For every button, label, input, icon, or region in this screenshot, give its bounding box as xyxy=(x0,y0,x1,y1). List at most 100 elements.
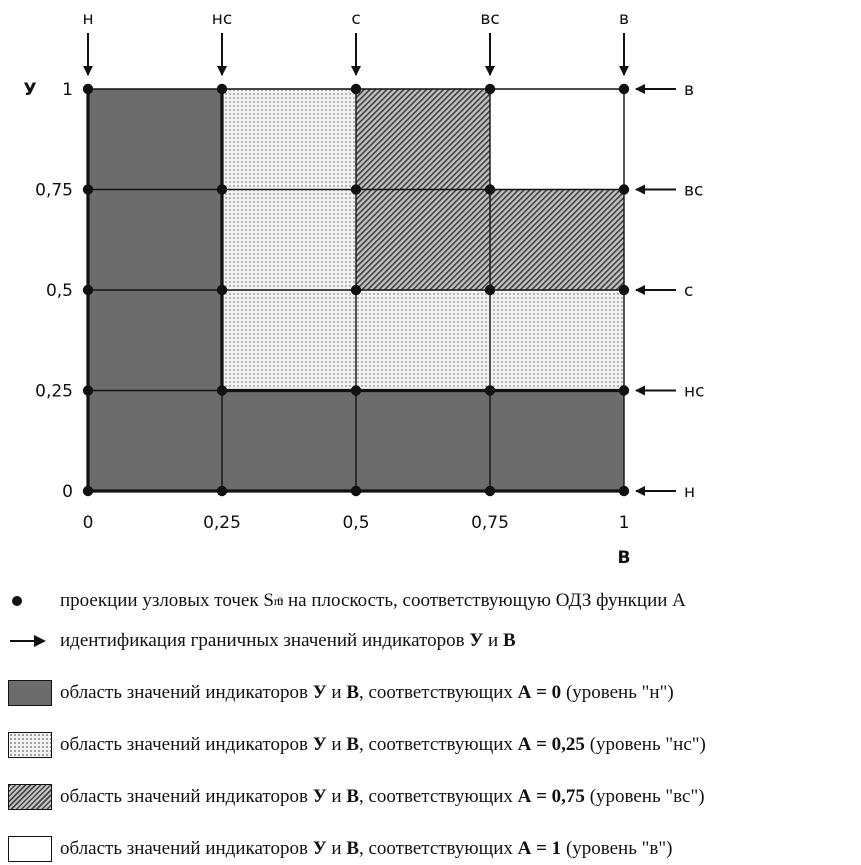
legend-row-pre: область значений индикаторов xyxy=(60,734,308,755)
right-level-label: вс xyxy=(684,181,703,201)
legend-row-and: и xyxy=(331,734,342,755)
cell-level-vs xyxy=(356,89,490,190)
node-point xyxy=(350,83,362,95)
legend-row-u: У xyxy=(312,786,327,807)
x-axis-title: В xyxy=(618,548,631,568)
cell-level-ns xyxy=(356,290,490,391)
node-point xyxy=(82,83,94,95)
cell-level-n xyxy=(222,390,356,491)
legend-arrows-v: В xyxy=(502,630,516,651)
y-tick-label: 0,5 xyxy=(46,281,73,301)
legend-level-ns: область значений индикаторов У и В, соот… xyxy=(8,729,706,761)
legend-row-v: В xyxy=(346,682,359,703)
legend-row-v: В xyxy=(346,786,359,807)
legend-points-sub: m xyxy=(273,593,284,608)
node-point xyxy=(618,83,630,95)
node-point xyxy=(484,284,496,296)
right-level-label: н xyxy=(684,482,695,502)
right-level-label: в xyxy=(684,80,694,100)
cell-level-v xyxy=(490,89,624,190)
legend-points-symbol: S xyxy=(263,590,274,611)
axis-labels: н нс с вс в н нс с вс в 0 0,25 0,5 0,75 1 0 0,25 0,5 0,75 1… xyxy=(23,9,704,568)
top-level-label: нс xyxy=(212,9,232,29)
node-point xyxy=(82,385,94,396)
legend-row-a: А = 0 xyxy=(517,682,562,703)
cell-level-n xyxy=(88,89,222,190)
node-point xyxy=(484,83,496,95)
cell-level-n xyxy=(88,290,222,391)
legend-row-a: А = 0,75 xyxy=(517,786,585,807)
legend-row-post: (уровень "нс") xyxy=(589,734,706,755)
legend-row-u: У xyxy=(312,838,327,859)
legend-arrows-text: идентификация граничных значений индикат… xyxy=(60,630,465,651)
cell-level-vs xyxy=(356,189,490,290)
white-swatch-icon xyxy=(8,836,52,862)
legend-row-mid: , соответствующих xyxy=(359,786,513,807)
legend-row-u: У xyxy=(312,682,327,703)
x-tick-label: 0,5 xyxy=(342,513,369,533)
y-tick-label: 0,25 xyxy=(35,382,73,402)
cell-level-n xyxy=(356,390,490,491)
x-tick-label: 1 xyxy=(619,513,630,533)
top-level-label: с xyxy=(351,9,360,29)
top-level-label: в xyxy=(619,9,629,29)
y-axis-title: У xyxy=(23,80,36,100)
x-tick-label: 0,25 xyxy=(203,513,241,533)
odz-level-diagram: н нс с вс в н нс с вс в 0 0,25 0,5 0,75 1 0 0,25 0,5 0,75 1… xyxy=(23,9,704,568)
cell-level-ns xyxy=(222,89,356,190)
node-point xyxy=(618,284,630,296)
node-point xyxy=(82,284,94,296)
top-level-label: н xyxy=(82,9,93,29)
legend-row-mid: , соответствующих xyxy=(359,838,513,859)
node-point xyxy=(216,184,228,195)
node-points xyxy=(82,83,630,497)
cell-level-ns xyxy=(222,290,356,391)
legend-points-sup: 0 xyxy=(277,593,284,608)
arrow-right-icon xyxy=(8,628,52,654)
legend-row-mid: , соответствующих xyxy=(359,734,513,755)
legend-arrows-u: У xyxy=(469,630,484,651)
node-point xyxy=(618,385,630,396)
cell-level-ns xyxy=(490,290,624,391)
legend-row-mid: , соответствующих xyxy=(359,682,513,703)
y-tick-label: 1 xyxy=(62,80,73,100)
legend-row-post: (уровень "н") xyxy=(565,682,674,703)
node-point xyxy=(216,385,228,396)
legend-row-pre: область значений индикаторов xyxy=(60,682,308,703)
legend-arrows-and: и xyxy=(488,630,499,651)
node-point xyxy=(216,83,228,95)
hatched-swatch-icon xyxy=(8,784,52,810)
legend-level-n: область значений индикаторов У и В, соот… xyxy=(8,677,674,709)
legend-points-text: проекции узловых точек xyxy=(60,590,259,611)
node-point xyxy=(618,184,630,195)
node-point xyxy=(82,485,94,497)
legend-points-text2: на плоскость, соответствующую ОДЗ функци… xyxy=(288,590,686,611)
legend-level-vs: область значений индикаторов У и В, соот… xyxy=(8,781,705,813)
legend-row-v: В xyxy=(346,838,359,859)
boundary-arrows xyxy=(83,33,676,496)
legend-row-and: и xyxy=(331,682,342,703)
x-tick-label: 0 xyxy=(83,513,94,533)
legend-row-pre: область значений индикаторов xyxy=(60,786,308,807)
right-level-label: нс xyxy=(684,382,704,402)
cell-level-n xyxy=(88,390,222,491)
legend-row-u: У xyxy=(312,734,327,755)
cell-level-n xyxy=(88,189,222,290)
node-point xyxy=(350,485,362,497)
legend-row-v: В xyxy=(346,734,359,755)
node-point xyxy=(216,284,228,296)
dark-swatch-icon xyxy=(8,680,52,706)
point-icon xyxy=(8,588,52,614)
legend-arrows: идентификация граничных значений индикат… xyxy=(8,625,516,657)
x-tick-label: 0,75 xyxy=(471,513,509,533)
legend-row-and: и xyxy=(331,838,342,859)
dotted-swatch-icon xyxy=(8,732,52,758)
legend-row-post: (уровень "вс") xyxy=(589,786,705,807)
node-point xyxy=(82,184,94,195)
node-point xyxy=(484,385,496,396)
node-point xyxy=(216,485,228,497)
top-level-label: вс xyxy=(480,9,499,29)
y-tick-label: 0 xyxy=(62,482,73,502)
